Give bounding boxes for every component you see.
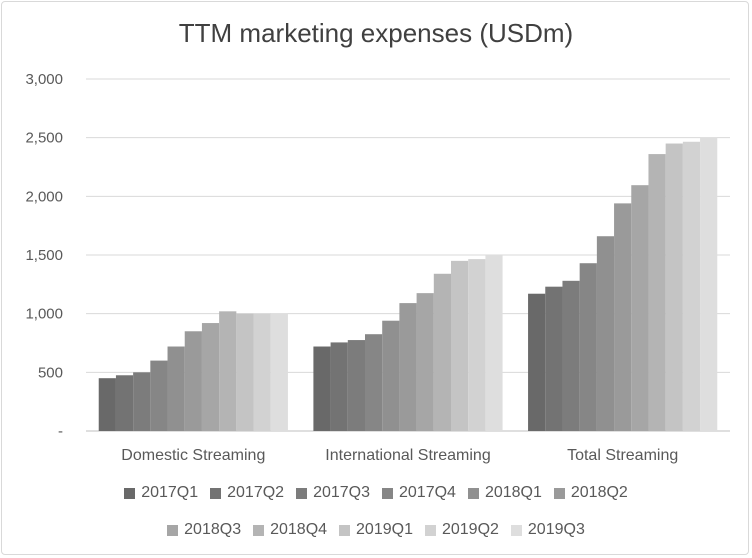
bar: [399, 303, 417, 431]
legend-swatch: [124, 487, 136, 499]
legend-swatch: [339, 524, 351, 536]
bar: [219, 311, 237, 431]
x-category-label: Total Streaming: [567, 447, 678, 464]
legend-swatch: [424, 524, 436, 536]
legend-swatch: [210, 487, 222, 499]
bar: [682, 141, 701, 432]
bar: [485, 255, 503, 431]
bar: [347, 340, 365, 431]
legend-label: 2017Q2: [227, 484, 285, 501]
bar: [167, 346, 185, 431]
legend-label: 2017Q3: [313, 484, 370, 501]
y-tick-label: 1,000: [25, 306, 63, 323]
bar: [253, 313, 271, 431]
bar: [433, 273, 451, 431]
legend-swatch: [467, 487, 479, 499]
y-tick-label: 1,500: [25, 247, 63, 264]
bar: [416, 293, 434, 431]
y-tick-label: 500: [38, 364, 63, 381]
bar: [150, 360, 168, 431]
y-tick-label: 3,000: [25, 71, 63, 88]
bar: [451, 260, 469, 431]
legend-row-1: 2017Q1 2017Q2 2017Q3 2017Q4 2018Q1 2018Q2: [0, 484, 752, 502]
bar: [236, 313, 254, 431]
bar: [133, 372, 151, 431]
bar: [382, 320, 400, 431]
bar: [528, 293, 546, 431]
x-category-label: Domestic Streaming: [121, 447, 265, 464]
legend-item: 2018Q3: [167, 521, 241, 539]
x-category-label: International Streaming: [325, 447, 490, 464]
bar: [270, 313, 288, 431]
legend-item: 2017Q3: [296, 484, 370, 502]
legend-label: 2018Q1: [484, 484, 542, 501]
chart-title: TTM marketing expenses (USDm): [178, 18, 574, 48]
bar: [631, 185, 649, 431]
bar: [700, 137, 718, 431]
bar: [115, 375, 134, 431]
legend-swatch: [296, 487, 308, 499]
legend-label: 2017Q1: [141, 484, 199, 501]
bar: [313, 346, 331, 431]
bar: [330, 342, 348, 431]
bar: [184, 331, 202, 431]
legend-item: 2017Q4: [382, 484, 456, 502]
bar: [596, 236, 615, 431]
legend-item: 2017Q2: [210, 484, 284, 502]
legend-label: 2018Q2: [570, 484, 628, 501]
y-tick-label: 2,500: [25, 130, 63, 147]
legend-item: 2019Q3: [510, 521, 585, 539]
legend-label: 2019Q3: [527, 521, 585, 538]
legend-label: 2019Q1: [356, 521, 413, 538]
legend-item: 2018Q1: [467, 484, 542, 502]
legend-swatch: [553, 487, 565, 499]
legend-item: 2018Q2: [553, 484, 628, 502]
y-tick-label: 2,000: [25, 188, 63, 205]
legend-swatch: [382, 487, 393, 499]
bar: [579, 263, 597, 431]
legend-item: 2019Q1: [339, 521, 413, 539]
legend-row-2: 2018Q3 2018Q4 2019Q1 2019Q2 2019Q3: [0, 521, 752, 539]
legend-swatch: [253, 524, 265, 536]
legend-swatch: [167, 524, 179, 536]
bar: [614, 203, 632, 431]
legend-label: 2018Q3: [184, 521, 242, 538]
legend-label: 2018Q4: [270, 521, 328, 538]
legend-item: 2018Q4: [253, 521, 327, 539]
legend-item: 2017Q1: [124, 484, 198, 502]
bar: [665, 143, 683, 432]
legend-item: 2019Q2: [424, 521, 499, 539]
legend-label: 2019Q2: [441, 521, 499, 538]
bar: [98, 378, 116, 431]
bar: [468, 259, 486, 431]
bar: [648, 154, 666, 432]
legend-label: 2017Q4: [399, 484, 456, 501]
bar: [562, 280, 580, 431]
bar: [365, 334, 383, 431]
y-tick-label: -: [58, 423, 63, 440]
bar: [201, 323, 220, 431]
bar: [545, 286, 563, 431]
legend-swatch: [510, 524, 522, 536]
